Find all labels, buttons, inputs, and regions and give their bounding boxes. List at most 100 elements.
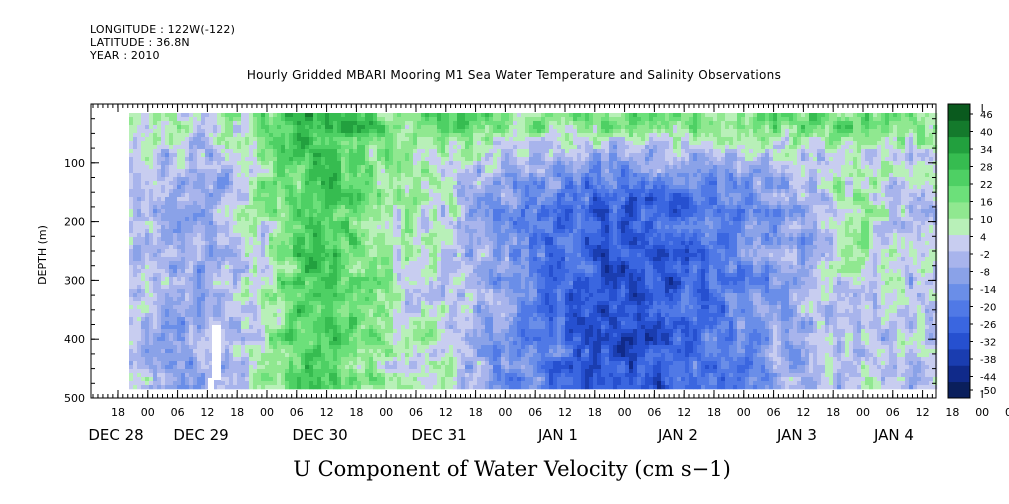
heatmap-cell: [385, 133, 390, 138]
heatmap-cell: [157, 129, 162, 134]
heatmap-cell: [233, 333, 238, 338]
heatmap-cell: [193, 181, 198, 186]
heatmap-cell: [221, 313, 226, 318]
heatmap-cell: [285, 329, 290, 334]
heatmap-cell: [405, 117, 410, 122]
heatmap-cell: [377, 137, 382, 142]
heatmap-cell: [281, 357, 286, 362]
heatmap-cell: [333, 213, 338, 218]
heatmap-cell: [173, 169, 178, 174]
heatmap-cell: [149, 369, 154, 374]
heatmap-cell: [405, 261, 410, 266]
heatmap-cell: [141, 189, 146, 194]
heatmap-cell: [373, 233, 378, 238]
heatmap-cell: [241, 353, 246, 358]
heatmap-cell: [185, 321, 190, 326]
heatmap-cell: [189, 293, 194, 298]
heatmap-cell: [341, 165, 346, 170]
heatmap-cell: [213, 133, 218, 138]
heatmap-cell: [265, 205, 270, 210]
heatmap-cell: [181, 217, 186, 222]
heatmap-cell: [193, 189, 198, 194]
heatmap-cell: [213, 301, 218, 306]
heatmap-cell: [173, 161, 178, 166]
heatmap-cell: [137, 257, 142, 262]
heatmap-cell: [301, 121, 306, 126]
heatmap-cell: [365, 169, 370, 174]
heatmap-cell: [285, 193, 290, 198]
heatmap-cell: [413, 285, 418, 290]
heatmap-cell: [361, 341, 366, 346]
heatmap-cell: [289, 321, 294, 326]
heatmap-cell: [393, 325, 398, 330]
heatmap-cell: [317, 265, 322, 270]
heatmap-cell: [229, 265, 234, 270]
heatmap-cell: [325, 129, 330, 134]
heatmap-cell: [265, 233, 270, 238]
heatmap-cell: [133, 241, 138, 246]
heatmap-cell: [349, 305, 354, 310]
heatmap-cell: [337, 353, 342, 358]
heatmap-cell: [189, 141, 194, 146]
heatmap-cell: [169, 277, 174, 282]
heatmap-cell: [157, 365, 162, 370]
heatmap-cell: [281, 313, 286, 318]
heatmap-cell: [305, 145, 310, 150]
heatmap-cell: [317, 325, 322, 330]
heatmap-cell: [129, 309, 134, 314]
heatmap-cell: [301, 117, 306, 122]
heatmap-cell: [413, 265, 418, 270]
heatmap-cell: [349, 377, 354, 382]
heatmap-cell: [309, 245, 314, 250]
heatmap-cell: [289, 249, 294, 254]
heatmap-cell: [253, 225, 258, 230]
heatmap-cell: [345, 381, 350, 386]
heatmap-cell: [317, 305, 322, 310]
heatmap-cell: [393, 201, 398, 206]
heatmap-cell: [317, 137, 322, 142]
heatmap-cell: [349, 269, 354, 274]
heatmap-cell: [237, 245, 242, 250]
heatmap-cell: [221, 373, 226, 378]
heatmap-cell: [257, 341, 262, 346]
heatmap-cell: [337, 261, 342, 266]
heatmap-cell: [169, 221, 174, 226]
heatmap-cell: [365, 133, 370, 138]
heatmap-cell: [169, 149, 174, 154]
heatmap-cell: [409, 365, 414, 370]
heatmap-cell: [237, 193, 242, 198]
heatmap-cell: [253, 261, 258, 266]
heatmap-cell: [329, 189, 334, 194]
heatmap-cell: [385, 317, 390, 322]
heatmap-cell: [313, 301, 318, 306]
heatmap-cell: [413, 225, 418, 230]
heatmap-cell: [213, 249, 218, 254]
heatmap-cell: [345, 117, 350, 122]
heatmap-cell: [221, 365, 226, 370]
heatmap-cell: [313, 169, 318, 174]
heatmap-cell: [145, 185, 150, 190]
heatmap-cell: [261, 377, 266, 382]
heatmap-cell: [397, 365, 402, 370]
heatmap-cell: [309, 221, 314, 226]
heatmap-cell: [181, 117, 186, 122]
heatmap-cell: [313, 265, 318, 270]
heatmap-cell: [329, 169, 334, 174]
heatmap-cell: [337, 381, 342, 386]
heatmap-cell: [397, 301, 402, 306]
heatmap-cell: [341, 129, 346, 134]
heatmap-cell: [173, 369, 178, 374]
heatmap-cell: [357, 229, 362, 234]
heatmap-cell: [313, 229, 318, 234]
heatmap-cell: [141, 285, 146, 290]
heatmap-cell: [241, 205, 246, 210]
heatmap-cell: [345, 249, 350, 254]
heatmap-cell: [161, 253, 166, 258]
heatmap-cell: [321, 341, 326, 346]
heatmap-cell: [301, 149, 306, 154]
heatmap-cell: [237, 189, 242, 194]
heatmap-cell: [373, 217, 378, 222]
heatmap-cell: [349, 225, 354, 230]
heatmap-cell: [161, 205, 166, 210]
heatmap-cell: [301, 241, 306, 246]
